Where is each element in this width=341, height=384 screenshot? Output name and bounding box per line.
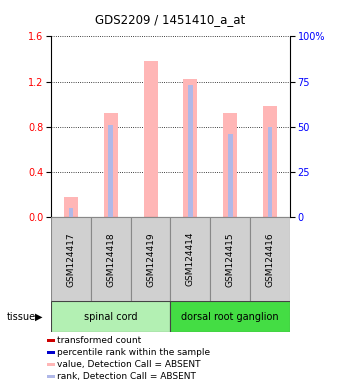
Text: GDS2209 / 1451410_a_at: GDS2209 / 1451410_a_at bbox=[95, 13, 246, 26]
Bar bbox=[268, 127, 272, 217]
Text: GSM124419: GSM124419 bbox=[146, 232, 155, 286]
Bar bbox=[108, 125, 113, 217]
Bar bbox=[223, 113, 237, 217]
Text: GSM124417: GSM124417 bbox=[66, 232, 76, 286]
Bar bbox=[91, 217, 131, 301]
Bar bbox=[170, 217, 210, 301]
Bar bbox=[51, 301, 170, 332]
Text: GSM124418: GSM124418 bbox=[106, 232, 115, 286]
Bar bbox=[228, 134, 233, 217]
Text: GSM124414: GSM124414 bbox=[186, 232, 195, 286]
Bar bbox=[263, 106, 277, 217]
Bar bbox=[250, 217, 290, 301]
Text: GSM124415: GSM124415 bbox=[226, 232, 235, 286]
Bar bbox=[170, 301, 290, 332]
Bar bbox=[188, 85, 193, 217]
Bar bbox=[64, 197, 78, 217]
Bar bbox=[47, 375, 55, 377]
Bar bbox=[131, 217, 170, 301]
Text: GSM124416: GSM124416 bbox=[265, 232, 275, 286]
Bar bbox=[69, 208, 73, 217]
Text: value, Detection Call = ABSENT: value, Detection Call = ABSENT bbox=[57, 359, 201, 369]
Bar bbox=[183, 79, 197, 217]
Bar bbox=[47, 362, 55, 366]
Bar bbox=[104, 113, 118, 217]
Text: tissue: tissue bbox=[7, 312, 36, 322]
Text: percentile rank within the sample: percentile rank within the sample bbox=[57, 348, 210, 357]
Text: spinal cord: spinal cord bbox=[84, 312, 137, 322]
Text: ▶: ▶ bbox=[35, 312, 43, 322]
Bar bbox=[47, 351, 55, 354]
Bar bbox=[210, 217, 250, 301]
Bar bbox=[51, 217, 91, 301]
Bar bbox=[47, 339, 55, 341]
Text: rank, Detection Call = ABSENT: rank, Detection Call = ABSENT bbox=[57, 372, 196, 381]
Text: dorsal root ganglion: dorsal root ganglion bbox=[181, 312, 279, 322]
Text: transformed count: transformed count bbox=[57, 336, 141, 344]
Bar bbox=[144, 61, 158, 217]
